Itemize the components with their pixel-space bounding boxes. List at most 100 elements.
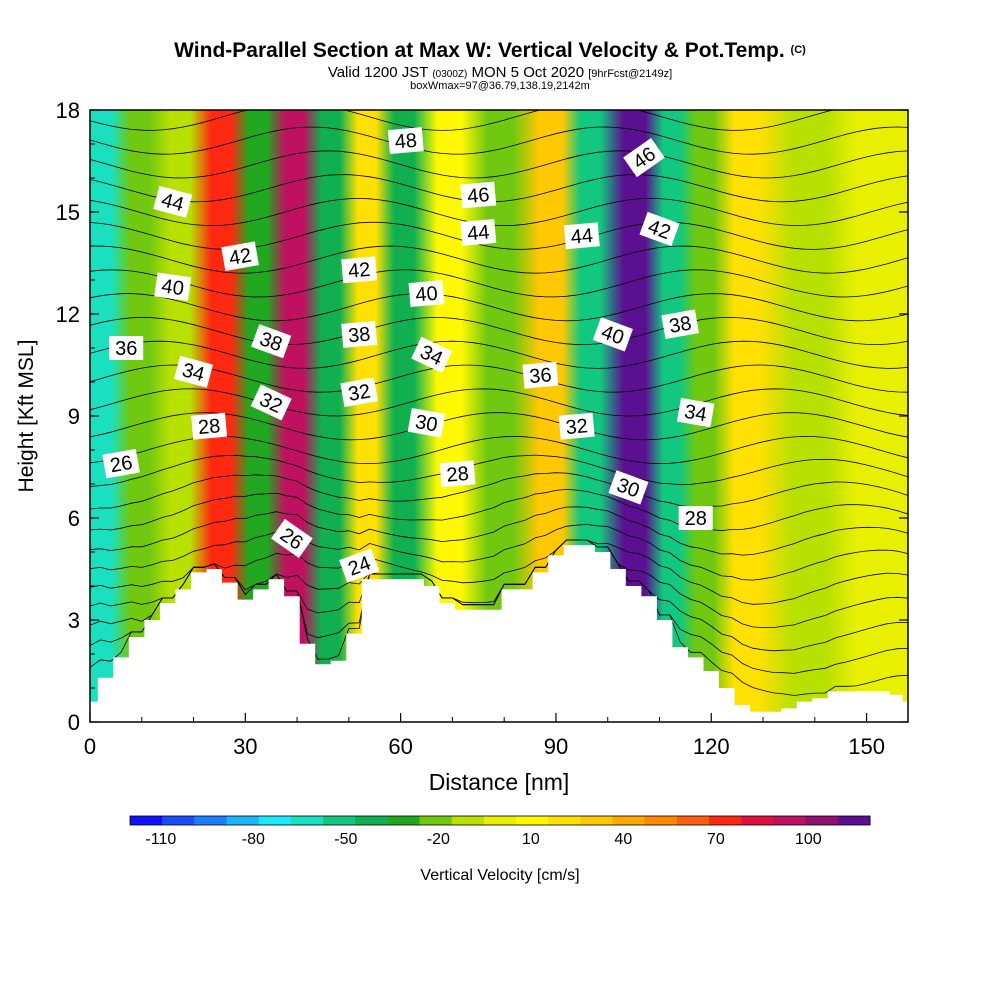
y-axis-label: Height [Kft MSL] <box>15 340 38 493</box>
contour-label-text: 38 <box>347 323 371 347</box>
colorbar-cell <box>516 816 549 825</box>
colorbar-cells <box>129 815 871 826</box>
contour-label-text: 32 <box>565 415 589 439</box>
contour-label-bg <box>623 138 665 178</box>
theta-contour-line <box>90 197 908 227</box>
chart-title-text: Wind-Parallel Section at Max W: Vertical… <box>174 39 785 62</box>
contour-label-bg <box>460 181 497 209</box>
colorbar-label: Vertical Velocity [cm/s] <box>420 867 579 884</box>
contour-label-bg <box>439 460 476 488</box>
theta-contour-line <box>90 539 908 628</box>
colorbar-cell <box>676 816 710 825</box>
colorbar-cell <box>387 816 421 825</box>
contour-label-bg <box>608 470 649 505</box>
colorbar-cell <box>483 816 517 825</box>
contour-label-bg <box>460 218 497 246</box>
contour-label: 32 <box>558 412 595 440</box>
contour-label-text: 40 <box>415 283 439 307</box>
contour-label-bg <box>221 241 259 271</box>
y-tick-label: 6 <box>68 506 80 531</box>
y-tick-label: 12 <box>56 302 80 327</box>
contour-label: 40 <box>408 280 445 308</box>
colorbar-cell <box>580 816 614 825</box>
contour-label-text: 42 <box>227 244 253 270</box>
colorbar-cell <box>451 816 485 825</box>
y-tick-label: 9 <box>68 404 80 429</box>
contour-label-bg <box>153 185 193 218</box>
contour-label-text: 28 <box>197 415 221 439</box>
subtitle-date: MON 5 Oct 2020 <box>472 64 585 81</box>
colorbar-frame <box>129 815 871 826</box>
contour-label-text: 28 <box>446 463 470 487</box>
contour-label: 46 <box>460 181 497 209</box>
colorbar-tick-label: 10 <box>522 831 540 848</box>
contour-label-bg <box>154 272 192 302</box>
colorbar-cell <box>162 816 195 825</box>
contour-label: 40 <box>592 317 633 352</box>
y-tick-label: 15 <box>56 200 80 225</box>
contour-label-bg <box>639 211 680 247</box>
contour-label-bg <box>676 397 715 428</box>
x-tick-label: 0 <box>84 734 96 759</box>
contour-label-bg <box>339 548 380 583</box>
colorbar-tick-label: -50 <box>334 831 357 848</box>
colorbar-tick-label: 40 <box>614 831 632 848</box>
contour-label-text: 26 <box>108 452 134 478</box>
contour-label-text: 44 <box>570 225 594 249</box>
contour-label: 42 <box>341 256 378 284</box>
contour-label-text: 36 <box>528 364 552 388</box>
contour-label-bg <box>109 336 144 360</box>
x-tick-label: 90 <box>544 734 568 759</box>
subtitle-forecast: [9hrFcst@2149z] <box>588 68 672 80</box>
contour-label-bg <box>340 377 379 407</box>
colorbar-cell <box>837 816 871 825</box>
colorbar-ticks: -110 -80 -50 -20 10 40 70 100 <box>145 831 821 848</box>
contour-label-bg <box>271 518 313 558</box>
y-tick-label: 0 <box>68 710 80 735</box>
colorbar-tick-label: -110 <box>145 831 176 848</box>
x-tick-label: 30 <box>233 734 257 759</box>
contour-label: 38 <box>251 324 292 359</box>
colorbar-cell <box>709 816 742 825</box>
contour-label-bg <box>387 127 424 155</box>
colorbar: -110 -80 -50 -20 10 40 70 100 Vertical Velocity… <box>129 815 871 884</box>
colorbar-tick-label: 100 <box>795 831 822 848</box>
contour-label: 36 <box>522 361 559 389</box>
theta-contours <box>90 110 908 696</box>
contour-label: 38 <box>661 309 700 339</box>
contour-label: 44 <box>563 222 600 250</box>
title-copyright-mark: (C) <box>791 44 807 56</box>
contour-label-text: 32 <box>347 380 373 406</box>
x-tick-label: 60 <box>388 734 412 759</box>
contour-label: 28 <box>678 506 713 530</box>
y-tick-label: 18 <box>56 98 80 123</box>
contour-label: 48 <box>387 127 424 155</box>
theta-contour-line <box>90 150 908 179</box>
contour-label: 36 <box>109 336 144 360</box>
contour-label: 38 <box>341 320 378 348</box>
contour-label: 40 <box>154 272 192 302</box>
theta-contour-line <box>90 364 908 393</box>
contour-label-text: 44 <box>466 221 490 245</box>
terrain <box>90 545 908 722</box>
contour-label-bg <box>661 309 700 339</box>
theta-contour-line <box>90 524 908 581</box>
chart-title: Wind-Parallel Section at Max W: Vertical… <box>174 39 806 62</box>
contour-label-bg <box>558 412 595 440</box>
colorbar-cell <box>419 816 453 825</box>
theta-contour-line <box>90 454 908 488</box>
theta-contour-line <box>90 269 908 298</box>
colorbar-cell <box>773 816 807 825</box>
x-axis: 0 30 60 90 120 150 <box>84 713 885 759</box>
contour-label-text: 42 <box>347 259 371 283</box>
subtitle-valid-time: Valid 1200 JST <box>328 64 428 81</box>
contour-label-bg <box>102 448 140 479</box>
contour-label-text: 28 <box>685 508 707 530</box>
subtitle-utc-time: (0300Z) <box>432 69 467 80</box>
x-tick-label: 150 <box>848 734 885 759</box>
contour-label-text: 30 <box>413 411 439 437</box>
theta-contour-line <box>90 316 908 346</box>
contour-label: 42 <box>639 211 680 247</box>
